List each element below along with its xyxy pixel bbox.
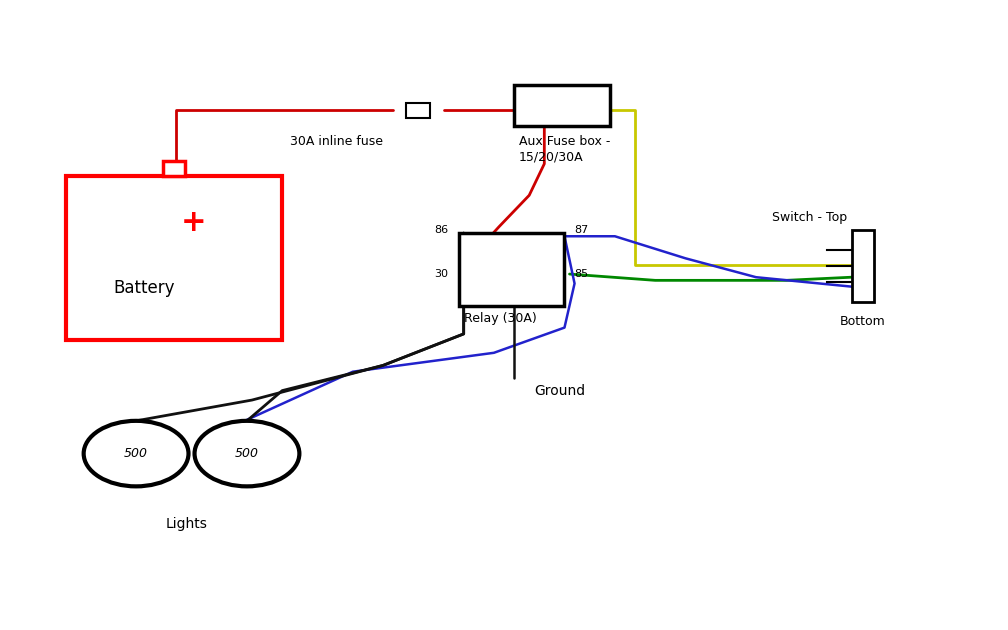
Text: 30: 30 — [434, 269, 449, 279]
Bar — [514, 85, 610, 126]
Text: 85: 85 — [575, 269, 589, 279]
Circle shape — [195, 421, 299, 486]
Bar — [162, 161, 184, 176]
Text: 87: 87 — [575, 225, 589, 235]
Text: Aux Fuse box -
15/20/30A: Aux Fuse box - 15/20/30A — [519, 135, 611, 163]
Bar — [66, 176, 282, 340]
Text: 86: 86 — [434, 225, 449, 235]
Bar — [852, 230, 874, 302]
Bar — [406, 103, 430, 118]
Text: Relay (30A): Relay (30A) — [464, 312, 536, 325]
Text: 500: 500 — [124, 447, 148, 460]
Text: Ground: Ground — [534, 384, 586, 398]
Text: Battery: Battery — [113, 279, 174, 297]
Bar — [459, 233, 564, 306]
Text: Lights: Lights — [165, 517, 208, 530]
Text: +: + — [181, 208, 207, 237]
Text: Switch - Top: Switch - Top — [771, 211, 847, 224]
Text: 500: 500 — [235, 447, 259, 460]
Circle shape — [84, 421, 188, 486]
Text: Bottom: Bottom — [840, 314, 886, 328]
Text: 30A inline fuse: 30A inline fuse — [290, 135, 383, 149]
